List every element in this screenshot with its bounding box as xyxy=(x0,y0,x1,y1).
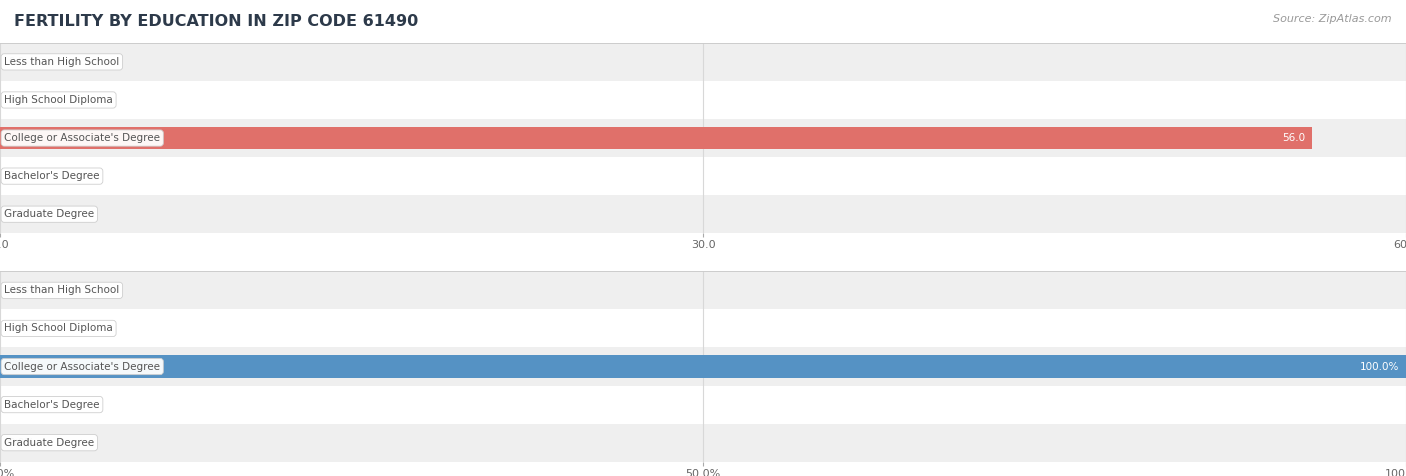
Text: Less than High School: Less than High School xyxy=(4,285,120,296)
Bar xyxy=(0,347,1406,386)
Bar xyxy=(0,271,1406,309)
Bar xyxy=(0,195,1406,233)
Bar xyxy=(0,81,1406,119)
Text: 100.0%: 100.0% xyxy=(1360,361,1399,372)
Bar xyxy=(0,309,1406,347)
Text: 0.0%: 0.0% xyxy=(8,437,35,448)
Bar xyxy=(0,119,1406,157)
Text: 0.0%: 0.0% xyxy=(8,323,35,334)
Text: High School Diploma: High School Diploma xyxy=(4,95,112,105)
Text: High School Diploma: High School Diploma xyxy=(4,323,112,334)
Text: FERTILITY BY EDUCATION IN ZIP CODE 61490: FERTILITY BY EDUCATION IN ZIP CODE 61490 xyxy=(14,14,419,30)
Text: Bachelor's Degree: Bachelor's Degree xyxy=(4,399,100,410)
Text: 0.0: 0.0 xyxy=(8,95,25,105)
Text: Graduate Degree: Graduate Degree xyxy=(4,209,94,219)
Text: Graduate Degree: Graduate Degree xyxy=(4,437,94,448)
Text: 0.0: 0.0 xyxy=(8,209,25,219)
Bar xyxy=(0,386,1406,424)
Bar xyxy=(0,355,1406,378)
Text: College or Associate's Degree: College or Associate's Degree xyxy=(4,133,160,143)
Text: Less than High School: Less than High School xyxy=(4,57,120,67)
Text: 56.0: 56.0 xyxy=(1282,133,1305,143)
Text: 0.0%: 0.0% xyxy=(8,285,35,296)
Bar xyxy=(0,127,1312,149)
Text: 0.0: 0.0 xyxy=(8,171,25,181)
Bar xyxy=(0,157,1406,195)
Bar xyxy=(0,43,1406,81)
Text: College or Associate's Degree: College or Associate's Degree xyxy=(4,361,160,372)
Text: Bachelor's Degree: Bachelor's Degree xyxy=(4,171,100,181)
Text: 0.0: 0.0 xyxy=(8,57,25,67)
Text: Source: ZipAtlas.com: Source: ZipAtlas.com xyxy=(1274,14,1392,24)
Text: 0.0%: 0.0% xyxy=(8,399,35,410)
Bar xyxy=(0,424,1406,462)
